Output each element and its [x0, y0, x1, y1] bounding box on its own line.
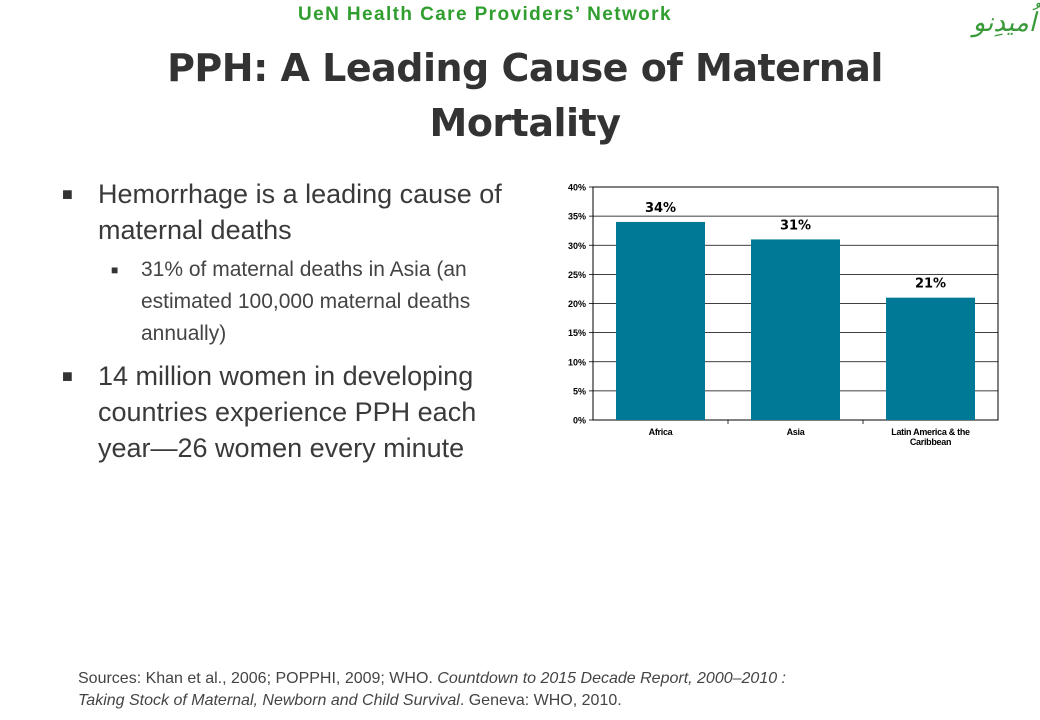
bullet-pph-women-text: 14 million women in developing countries… — [98, 361, 477, 463]
sources-report-title-2: Taking Stock of Maternal, Newborn and Ch… — [78, 692, 460, 709]
x-tick-label: Africa — [649, 427, 674, 437]
sources-suffix: . Geneva: WHO, 2010. — [459, 692, 622, 709]
sub-bullet-asia-text: 31% of maternal deaths in Asia (an estim… — [141, 258, 471, 345]
y-tick-label: 0% — [573, 416, 586, 426]
x-tick-label: Asia — [787, 427, 806, 437]
data-label: 21% — [915, 277, 946, 292]
x-tick-label: Latin America & the Caribbean — [891, 427, 970, 447]
sources-prefix: Sources: Khan et al., 2006; POPPHI, 2009… — [78, 670, 438, 687]
bar-chart: 0% 5% 10% 15% 20% 25% 30% 35% 40% 34% Africa 31% Asi… — [540, 176, 1010, 466]
y-tick-label: 5% — [573, 386, 586, 396]
bar-chart-svg: 0% 5% 10% 15% 20% 25% 30% 35% 40% 34% Africa 31% Asi… — [568, 183, 999, 447]
bullet-list: ■ Hemorrhage is a leading cause of mater… — [62, 176, 512, 472]
sub-bullet-asia: ■ 31% of maternal deaths in Asia (an est… — [105, 254, 512, 350]
y-tick-label: 30% — [568, 241, 586, 251]
bar — [751, 239, 840, 420]
data-label: 34% — [645, 201, 676, 216]
bullet-square-icon: ■ — [62, 366, 73, 386]
bullet-pph-women: ■ 14 million women in developing countri… — [62, 358, 512, 466]
bar — [616, 221, 705, 420]
slide-title-line-1: PPH: A Leading Cause of Maternal — [167, 46, 883, 90]
bullet-hemorrhage-text: Hemorrhage is a leading cause of materna… — [98, 179, 502, 245]
y-tick-label: 40% — [568, 183, 586, 193]
brand-logo: اُمیدِنو — [972, 8, 1036, 38]
data-label: 31% — [780, 218, 811, 233]
y-tick-label: 10% — [568, 357, 586, 367]
bullet-square-icon: ■ — [111, 263, 119, 277]
bullet-hemorrhage: ■ Hemorrhage is a leading cause of mater… — [62, 176, 512, 248]
sources-report-title-1: Countdown to 2015 Decade Report, 2000–20… — [437, 670, 786, 687]
y-tick-label: 20% — [568, 299, 586, 309]
bar — [886, 297, 975, 420]
slide-title: PPH: A Leading Cause of Maternal Mortali… — [110, 41, 940, 151]
y-tick-label: 25% — [568, 270, 586, 280]
bullet-square-icon: ■ — [62, 184, 73, 204]
network-name: UeN Health Care Providers’ Network — [298, 4, 672, 25]
sources-citation: Sources: Khan et al., 2006; POPPHI, 2009… — [78, 668, 978, 712]
y-tick-label: 15% — [568, 328, 586, 338]
slide-title-line-2: Mortality — [429, 101, 621, 145]
y-tick-label: 35% — [568, 212, 586, 222]
